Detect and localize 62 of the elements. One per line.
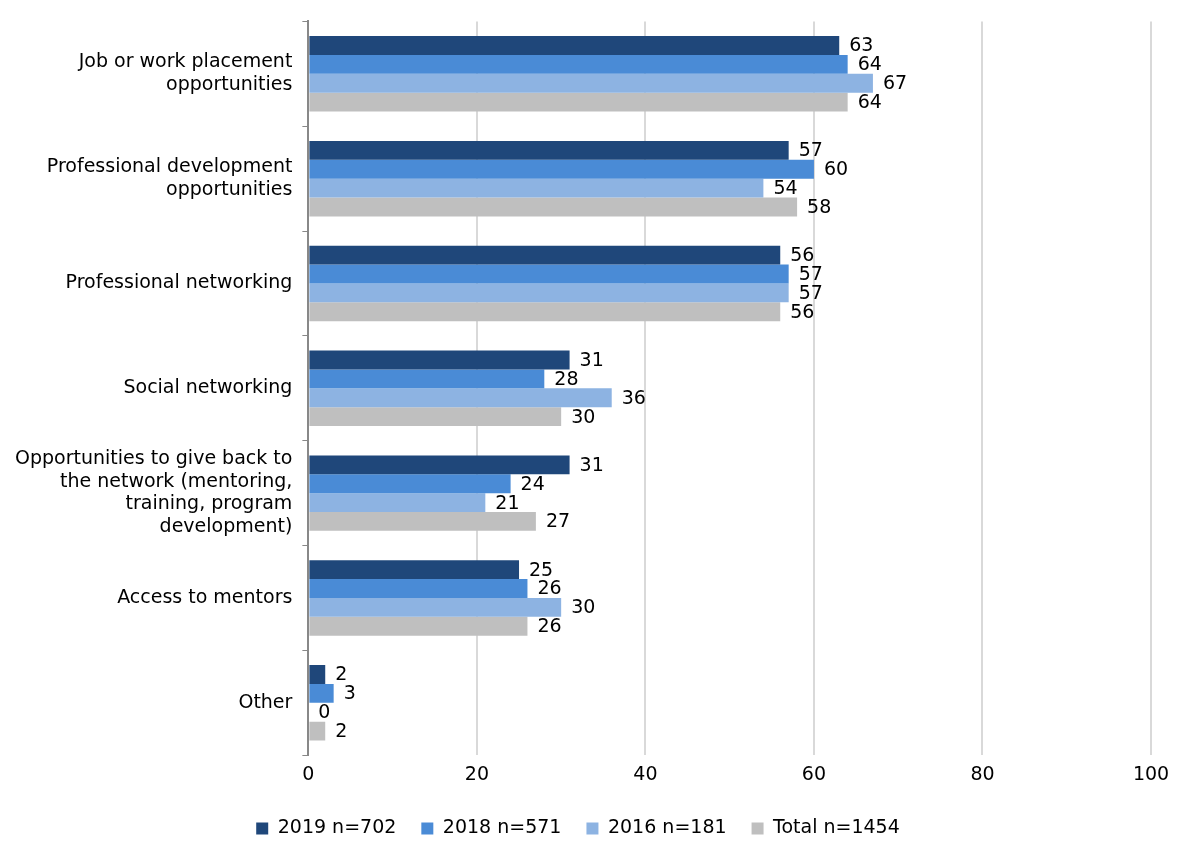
bar — [309, 512, 536, 531]
y-tick-label: Social networking — [123, 375, 293, 398]
data-label: 28 — [554, 366, 579, 389]
data-label: 67 — [882, 71, 908, 94]
y-tick-label: Professional development opportunities — [46, 154, 293, 199]
x-tick-label: 40 — [633, 761, 658, 784]
bar — [309, 560, 520, 580]
data-label: 21 — [495, 490, 520, 513]
bar — [309, 197, 798, 217]
bar — [309, 493, 486, 512]
bar — [309, 264, 789, 284]
bar — [309, 407, 562, 427]
bar — [309, 36, 840, 55]
data-label: 2 — [335, 719, 348, 742]
bar — [309, 721, 326, 741]
bar — [309, 178, 764, 198]
bar — [309, 302, 781, 322]
x-tick-label: 60 — [801, 761, 827, 784]
bar — [309, 245, 781, 265]
bar — [309, 683, 334, 703]
y-tick-label: Access to mentors — [117, 584, 293, 607]
bar — [309, 73, 873, 93]
y-tick-label: Professional networking — [65, 270, 293, 293]
bar — [309, 54, 848, 74]
data-label: 36 — [621, 385, 646, 408]
x-tick-label: 20 — [464, 761, 489, 784]
bar — [309, 597, 562, 617]
bar — [309, 140, 789, 160]
bar — [309, 369, 545, 389]
legend-label: 2019 n=702 — [277, 815, 397, 838]
data-label: 26 — [537, 614, 562, 637]
data-label: 64 — [857, 90, 882, 113]
y-tick-label: Other — [238, 689, 293, 712]
data-label: 24 — [520, 471, 545, 494]
legend-label: 2016 n=181 — [607, 815, 727, 838]
bar — [309, 455, 570, 475]
x-tick-label: 100 — [1132, 761, 1170, 784]
y-tick-label: Opportunities to give back to the network (mentoring, training, program development) — [15, 445, 293, 537]
y-tick-label: Job or work placement opportunities — [77, 49, 293, 95]
data-label: 31 — [579, 452, 604, 475]
bar — [309, 159, 814, 179]
data-label: 54 — [773, 176, 798, 199]
data-label: 57 — [798, 138, 823, 161]
data-label: 30 — [571, 595, 596, 618]
bar — [309, 665, 326, 684]
bar — [309, 283, 789, 303]
data-label: 60 — [823, 157, 849, 180]
bar — [309, 350, 570, 370]
bar — [309, 579, 528, 598]
bar — [309, 616, 528, 636]
data-label: 30 — [571, 404, 596, 427]
data-label: 31 — [579, 347, 604, 370]
data-label: 0 — [318, 700, 331, 723]
x-tick-label: 0 — [302, 761, 315, 784]
x-tick-label: 80 — [970, 761, 995, 784]
data-label: 58 — [807, 194, 832, 217]
legend-label: 2018 n=571 — [442, 815, 562, 838]
bar — [309, 92, 848, 112]
bar — [309, 474, 511, 494]
data-label: 27 — [545, 509, 571, 532]
legend-label: Total n=1454 — [772, 815, 900, 838]
bar — [309, 388, 612, 408]
